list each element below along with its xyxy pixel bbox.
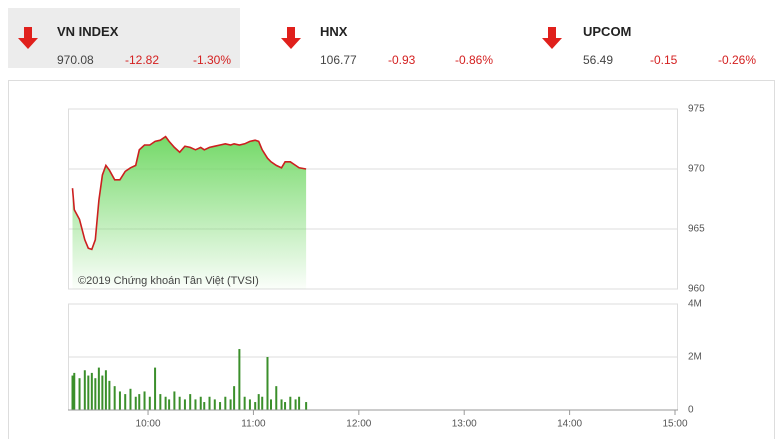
index-name: HNX [320,24,348,39]
volume-bar [266,357,269,410]
index-name: VN INDEX [57,24,119,39]
x-tick-label: 12:00 [346,419,371,430]
y-tick-label: 960 [688,284,705,295]
volume-bar [94,378,97,410]
index-tile[interactable]: UPCOM 56.49 -0.15 -0.26% [535,8,775,68]
x-tick-label: 11:00 [241,419,266,430]
y-tick-label: 970 [688,164,705,175]
index-change: -0.15 [650,53,678,67]
volume-bar [233,386,236,410]
volume-bar [143,391,146,410]
index-percent: -0.26% [718,53,757,67]
volume-bar [101,375,104,410]
volume-bar [138,394,141,410]
volume-bar [284,402,287,410]
volume-bar [71,375,74,410]
volume-bar [199,396,202,410]
down-arrow [542,27,562,49]
volume-bar [97,367,100,410]
area-fill [72,136,307,289]
volume-bar [168,399,171,410]
volume-bar [124,394,127,410]
volume-bar [189,394,192,410]
volume-bar [257,394,260,410]
index-change: -0.93 [388,53,416,67]
index-change: -12.82 [125,53,160,67]
x-tick-label: 10:00 [136,419,161,430]
index-value: 56.49 [583,53,614,67]
volume-bar [194,399,197,410]
index-value: 106.77 [320,53,357,67]
y-tick-label: 4M [688,299,702,310]
y-tick-label: 975 [688,104,705,115]
index-percent: -0.86% [455,53,494,67]
x-tick-label: 14:00 [557,419,582,430]
index-tile[interactable]: VN INDEX 970.08 -12.82 -1.30% [8,8,240,68]
volume-bar [164,396,167,410]
index-name: UPCOM [583,24,632,39]
index-tile[interactable]: HNX 106.77 -0.93 -0.86% [272,8,504,68]
volume-bar [178,396,181,410]
chart-panel [8,80,775,439]
volume-bar [104,370,107,410]
watermark: ©2019 Chứng khoán Tân Việt (TVSI) [78,275,259,287]
volume-bar [78,378,81,410]
volume-bar [203,402,206,410]
index-percent: -1.30% [193,53,232,67]
volume-bar [224,396,227,410]
volume-bar [113,386,116,410]
volume-bar [280,399,283,410]
volume-bar [148,396,151,410]
down-arrow [281,27,301,49]
volume-bar [90,372,93,410]
index-value: 970.08 [57,53,94,67]
volume-bar [108,380,111,410]
volume-bar [248,399,251,410]
x-tick-label: 15:00 [662,419,687,430]
y-tick-label: 2M [688,352,702,363]
volume-bar [173,391,176,410]
price-line [71,135,307,251]
volume-bar [118,391,121,410]
volume-bar [154,367,157,410]
volume-bar [289,396,292,410]
volume-bar [238,349,241,410]
volume-bar [254,402,257,410]
volume-bar [294,399,297,410]
volume-bar [134,396,137,410]
volume-bar [87,375,90,410]
volume-bar [229,399,232,410]
volume-bar [183,399,186,410]
volume-bar [73,372,76,410]
volume-bar [298,396,301,410]
volume-bar [261,396,264,410]
down-arrow [18,27,38,49]
volume-bar [159,394,162,410]
y-tick-label: 965 [688,224,705,235]
volume-bar [243,396,246,410]
volume-bar [129,388,132,410]
volume-bar [83,370,86,410]
volume-bar [275,386,278,410]
x-tick-label: 13:00 [452,419,477,430]
volume-bar [270,399,272,410]
volume-bar [213,399,216,410]
volume-bar [208,396,211,410]
volume-bar [305,402,308,410]
y-tick-label: 0 [688,405,694,416]
volume-bar [219,402,222,410]
